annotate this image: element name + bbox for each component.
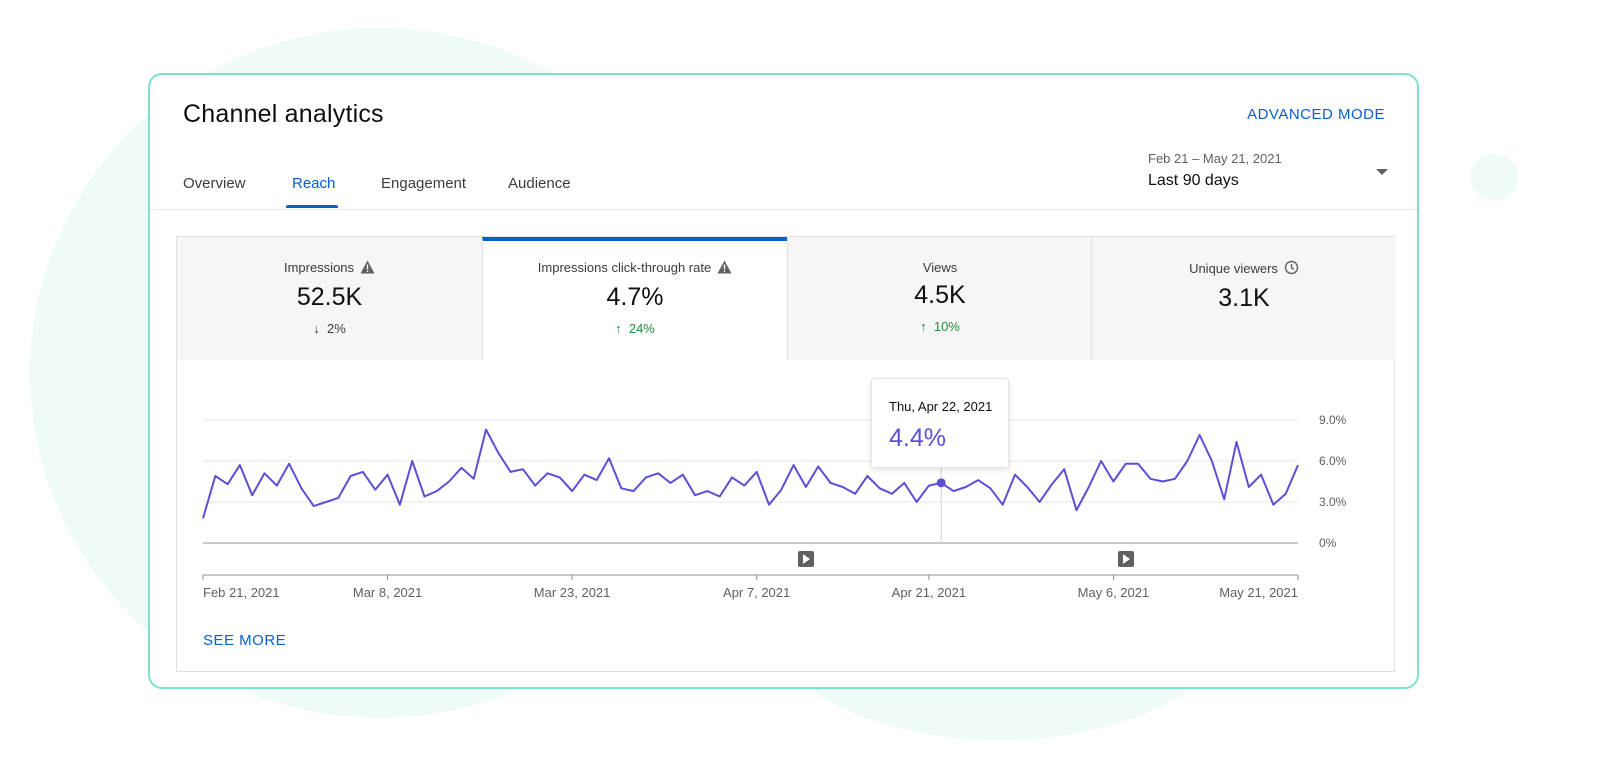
chart-tooltip: Thu, Apr 22, 2021 4.4% <box>871 378 1009 468</box>
tooltip-date: Thu, Apr 22, 2021 <box>889 399 993 414</box>
x-tick-label: Mar 8, 2021 <box>353 585 422 600</box>
metric-card-ctr[interactable]: Impressions click-through rate 4.7% ↑ 24… <box>482 237 787 360</box>
warning-icon <box>360 260 375 277</box>
tab-overview[interactable]: Overview <box>183 175 246 192</box>
y-tick-label: 3.0% <box>1319 495 1347 509</box>
metric-change: ↑ 24% <box>483 321 787 336</box>
date-range-dropdown[interactable]: Feb 21 – May 21, 2021 Last 90 days <box>1148 151 1388 190</box>
metric-label: Unique viewers <box>1189 261 1278 276</box>
metric-card-impressions[interactable]: Impressions 52.5K ↓ 2% <box>177 237 482 360</box>
tab-audience[interactable]: Audience <box>508 175 571 192</box>
highlight-point <box>936 478 946 488</box>
arrow-up-icon: ↑ <box>615 321 622 336</box>
x-tick-label: May 21, 2021 <box>1219 585 1298 600</box>
date-range-dates: Feb 21 – May 21, 2021 <box>1148 151 1282 166</box>
header-divider <box>150 209 1417 210</box>
metric-card-views[interactable]: Views 4.5K ↑ 10% <box>787 237 1092 360</box>
date-range-label: Last 90 days <box>1148 172 1239 189</box>
metric-label-row: Impressions <box>177 260 482 277</box>
tooltip-value: 4.4% <box>889 424 946 452</box>
metric-change-value: 24% <box>628 321 655 336</box>
metric-label: Impressions <box>283 260 355 275</box>
background-dot <box>1470 154 1518 200</box>
y-tick-label: 0% <box>1319 536 1337 550</box>
x-tick-label: May 6, 2021 <box>1078 585 1150 600</box>
metric-change: ↑ 10% <box>788 319 1092 334</box>
metric-label-row: Impressions click-through rate <box>483 260 787 277</box>
metric-change-value: 10% <box>933 319 960 334</box>
metric-value: 4.5K <box>914 281 966 309</box>
warning-icon <box>717 260 732 277</box>
arrow-up-icon: ↑ <box>920 319 927 334</box>
x-tick-label: Apr 21, 2021 <box>892 585 966 600</box>
metric-card-unique-viewers[interactable]: Unique viewers 3.1K <box>1091 237 1396 360</box>
x-tick-label: Mar 23, 2021 <box>534 585 611 600</box>
tab-reach[interactable]: Reach <box>292 175 336 192</box>
metric-label-row: Unique viewers <box>1092 260 1396 278</box>
metric-change: ↓ 2% <box>177 321 482 336</box>
metric-label-row: Views <box>788 260 1092 275</box>
arrow-down-icon: ↓ <box>313 321 320 336</box>
play-triangle <box>803 554 810 564</box>
advanced-mode-button[interactable]: ADVANCED MODE <box>1247 106 1385 123</box>
ctr-line-chart[interactable]: 0% 3.0% 6.0% 9.0% Feb 21, 2021 Mar 8, 2021 Mar… <box>177 237 1396 671</box>
metric-value: 4.7% <box>606 283 664 311</box>
series-line <box>202 428 1299 519</box>
x-tick-label: Apr 7, 2021 <box>723 585 790 600</box>
play-triangle <box>1123 554 1130 564</box>
see-more-button[interactable]: SEE MORE <box>203 632 287 649</box>
y-tick-label: 9.0% <box>1319 413 1347 427</box>
metrics-panel: Impressions 52.5K ↓ 2% Impressions click… <box>176 236 1396 672</box>
metric-label: Views <box>922 260 958 275</box>
metric-value: 3.1K <box>1218 284 1270 312</box>
metric-value: 52.5K <box>296 283 363 311</box>
analytics-card: Channel analytics ADVANCED MODE Overview… <box>148 73 1419 689</box>
tab-engagement[interactable]: Engagement <box>381 175 467 192</box>
dropdown-arrow-icon <box>1376 169 1388 175</box>
clock-icon <box>1284 260 1299 278</box>
active-tab-indicator <box>286 205 338 208</box>
metric-label: Impressions click-through rate <box>537 260 712 275</box>
page-title: Channel analytics <box>183 100 384 128</box>
x-tick-label: Feb 21, 2021 <box>203 585 280 600</box>
y-tick-label: 6.0% <box>1319 454 1347 468</box>
metric-change-value: 2% <box>326 321 346 336</box>
